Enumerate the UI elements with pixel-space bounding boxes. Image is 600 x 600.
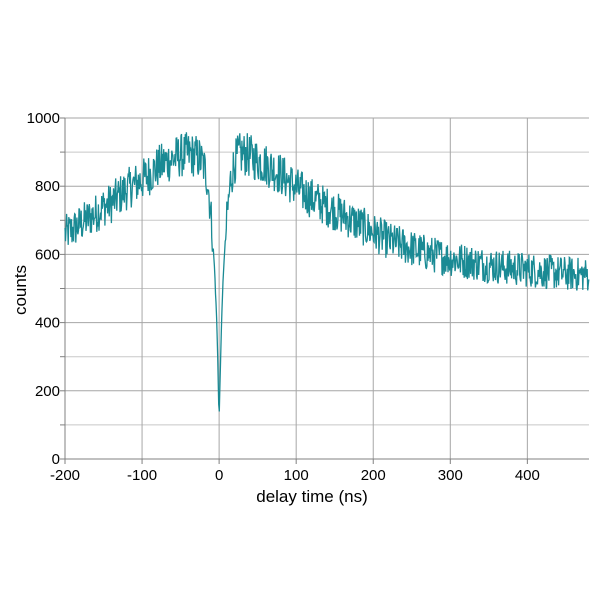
x-tick-label: 100: [284, 467, 309, 484]
x-tick-label: 400: [515, 467, 540, 484]
x-tick-label: 0: [215, 467, 223, 484]
x-tick-label: -100: [127, 467, 157, 484]
grid-lines: [60, 117, 589, 464]
y-axis-label: counts: [11, 265, 30, 315]
x-tick-label: 200: [361, 467, 386, 484]
y-tick-label: 600: [35, 246, 60, 263]
x-tick-label: -200: [50, 467, 80, 484]
y-tick-label: 800: [35, 178, 60, 195]
x-axis-ticks: -200 -100 0 100 200 300 400: [50, 467, 540, 484]
x-tick-label: 300: [438, 467, 463, 484]
y-tick-label: 0: [52, 451, 60, 468]
series-line: [64, 132, 590, 412]
y-tick-label: 400: [35, 315, 60, 332]
y-tick-label: 1000: [27, 110, 60, 127]
y-tick-label: 200: [35, 383, 60, 400]
x-axis-label: delay time (ns): [256, 487, 367, 506]
y-axis-ticks: 0 200 400 600 800 1000: [27, 110, 60, 468]
